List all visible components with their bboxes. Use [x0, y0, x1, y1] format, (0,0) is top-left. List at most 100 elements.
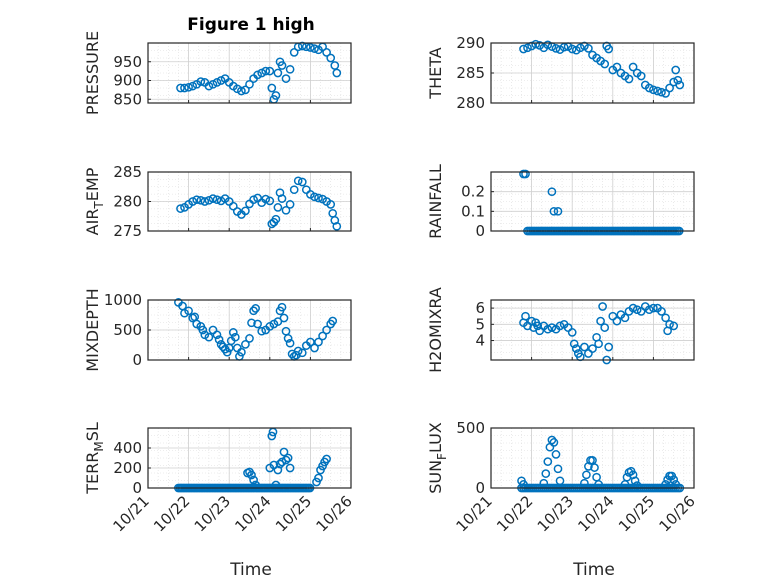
data-point: [289, 185, 299, 195]
data-point: [575, 43, 585, 53]
data-point: [649, 85, 658, 95]
data-point: [204, 332, 214, 342]
data-point: [669, 321, 679, 331]
data-point: [237, 86, 246, 96]
data-point: [547, 323, 557, 332]
data-point: [277, 194, 287, 203]
data-point: [620, 313, 630, 323]
major-grid: [531, 428, 654, 488]
data-point: [200, 197, 210, 206]
data-point: [531, 39, 541, 49]
data-point: [541, 469, 551, 478]
data-point: [237, 347, 246, 357]
data-point: [322, 325, 331, 335]
data-point: [598, 302, 607, 311]
data-point: [330, 61, 340, 70]
data-point: [521, 311, 530, 321]
data-point: [273, 68, 283, 78]
data-point: [571, 344, 581, 353]
y-tick-label: 400: [113, 439, 142, 457]
data-point: [673, 75, 683, 85]
data-point: [253, 319, 262, 329]
x-tick-label: 10/26: [313, 492, 356, 535]
x-tick-label: 10/21: [110, 492, 153, 535]
y-tick-label: 280: [456, 94, 485, 112]
data-point: [636, 71, 646, 81]
y-tick-label: 0.1: [461, 202, 485, 220]
y-tick-label: 900: [113, 72, 142, 90]
data-point: [261, 66, 271, 76]
data-point: [279, 313, 289, 323]
axes-box: [147, 171, 352, 232]
data-point: [332, 68, 342, 78]
data-point: [567, 44, 577, 54]
y-tick-label: 500: [456, 419, 485, 437]
axes-box: [490, 171, 695, 232]
y-tick-label: 200: [113, 459, 142, 477]
data-point: [569, 339, 579, 349]
data-point: [249, 306, 258, 316]
x-tick-label: 10/22: [150, 492, 193, 535]
y-axis-label: THETA: [426, 47, 445, 99]
chart-rainfall: 0 0.10.2 RAINFALL: [426, 164, 695, 240]
data-point: [632, 305, 642, 315]
y-axis-label: TERRMSL: [83, 422, 106, 495]
data-point: [196, 195, 206, 205]
series: [519, 39, 685, 98]
y-axis-label: PRESSURE: [83, 31, 102, 115]
data-point: [184, 82, 193, 92]
y-tick-label: 0: [475, 222, 485, 240]
data-point: [249, 475, 258, 485]
data-point: [271, 214, 281, 224]
data-point: [184, 306, 193, 316]
data-point: [273, 203, 283, 212]
data-point: [257, 326, 267, 336]
data-point: [551, 44, 561, 53]
data-point: [283, 453, 293, 463]
series: [519, 302, 679, 365]
data-point: [281, 205, 291, 215]
x-tick-label: 10/25: [615, 492, 658, 535]
data-point: [322, 454, 331, 464]
data-point: [214, 335, 224, 344]
data-point: [281, 455, 291, 465]
data-point: [657, 87, 666, 97]
data-point: [180, 83, 189, 93]
data-point: [549, 438, 559, 447]
data-point: [582, 470, 591, 480]
figure-title: Figure 1 high: [187, 15, 315, 35]
data-point: [241, 85, 250, 95]
y-axis-label: AIRTEMP: [83, 167, 106, 235]
data-point: [596, 316, 605, 326]
data-point: [604, 342, 614, 352]
data-point: [553, 206, 563, 216]
data-point: [547, 187, 557, 197]
x-tick-label: 10/25: [272, 492, 315, 535]
data-point: [245, 334, 254, 343]
data-point: [285, 64, 295, 74]
axes-box: [490, 427, 695, 489]
data-point: [279, 447, 289, 457]
y-tick-label: 1000: [104, 291, 142, 309]
data-point: [328, 316, 338, 326]
data-point: [661, 313, 670, 323]
y-tick-label: 280: [113, 193, 142, 211]
data-point: [285, 463, 295, 473]
data-point: [204, 195, 214, 205]
series: [176, 176, 342, 231]
data-point: [314, 337, 323, 347]
data-point: [271, 91, 281, 100]
data-point: [665, 83, 674, 93]
data-point: [230, 332, 240, 342]
data-point: [249, 195, 258, 205]
data-point: [281, 74, 291, 83]
axes-box: [147, 42, 352, 104]
data-point: [196, 77, 206, 86]
data-point: [318, 331, 327, 341]
data-point: [580, 342, 589, 352]
data-point: [241, 206, 250, 216]
y-tick-label: 285: [456, 64, 485, 82]
y-axis-label: RAINFALL: [426, 164, 445, 239]
